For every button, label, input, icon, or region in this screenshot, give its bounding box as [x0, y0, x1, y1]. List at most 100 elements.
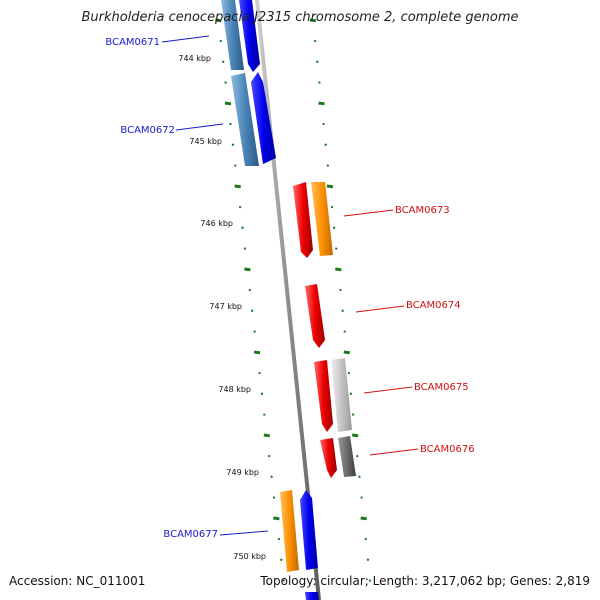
gene-label-bcam0675[interactable]: BCAM0675: [414, 382, 469, 393]
gene-bcam0674[interactable]: [305, 284, 325, 348]
leader-bcam0672: [175, 123, 224, 131]
gene-bcam0671-b[interactable]: [239, 0, 260, 72]
inner-tick-marks: [215, 18, 285, 582]
gene-bcam0677-blue[interactable]: [300, 490, 318, 570]
gene-features: [221, 0, 356, 600]
map-title: Burkholderia cenocepacia J2315 chromosom…: [81, 10, 519, 25]
outer-tick-9: [330, 205, 334, 209]
inner-tick-21: [267, 454, 271, 458]
inner-tick-11: [243, 247, 247, 250]
inner-tick-8: [234, 184, 241, 189]
scale-label-745: 745 kbp: [189, 137, 222, 146]
outer-tick-8: [326, 184, 334, 189]
gene-partial-bottom[interactable]: [305, 592, 319, 600]
outer-tick-3: [318, 81, 321, 84]
label-leaders: [161, 35, 419, 536]
inner-tick-4: [224, 101, 232, 106]
gene-bcam0675-gray[interactable]: [331, 358, 352, 432]
outer-tick-17: [347, 371, 351, 375]
leader-bcam0677: [219, 530, 269, 536]
gene-label-group: BCAM0671 BCAM0672 BCAM0673 BCAM0674 BCAM…: [105, 37, 474, 540]
outer-tick-4: [318, 101, 325, 106]
leader-bcam0671: [161, 35, 210, 43]
inner-tick-24: [273, 516, 280, 521]
accession-text: Accession: NC_011001: [9, 574, 146, 588]
inner-tick-26: [280, 558, 283, 561]
outer-tick-24: [360, 516, 367, 521]
scale-label-744: 744 kbp: [178, 54, 211, 63]
inner-tick-7: [234, 164, 237, 167]
inner-tick-9: [238, 205, 242, 209]
gene-label-bcam0673[interactable]: BCAM0673: [395, 205, 450, 216]
inner-tick-14: [250, 309, 254, 312]
outer-tick-12: [335, 267, 342, 272]
inner-tick-17: [258, 371, 261, 375]
leader-bcam0674: [355, 305, 405, 313]
gene-bcam0672-a[interactable]: [231, 73, 259, 166]
outer-tick-20: [352, 433, 359, 438]
gene-label-bcam0671[interactable]: BCAM0671: [105, 37, 160, 48]
outer-tick-1: [313, 39, 317, 43]
inner-tick-20: [263, 433, 270, 438]
leader-bcam0673: [343, 209, 394, 217]
inner-tick-16: [253, 350, 261, 355]
inner-tick-6: [231, 143, 235, 146]
gene-label-bcam0674[interactable]: BCAM0674: [406, 300, 461, 311]
gene-label-bcam0677[interactable]: BCAM0677: [163, 529, 218, 540]
outer-tick-7: [326, 164, 330, 167]
inner-tick-27: [282, 579, 285, 582]
gene-label-bcam0672[interactable]: BCAM0672: [120, 125, 175, 136]
inner-tick-23: [272, 496, 276, 499]
outer-tick-11: [334, 247, 338, 250]
outer-tick-10: [332, 226, 336, 229]
outer-tick-13: [339, 288, 342, 292]
outer-tick-18: [349, 392, 353, 395]
gene-label-bcam0676[interactable]: BCAM0676: [420, 444, 475, 455]
inner-tick-15: [253, 330, 256, 333]
outer-tick-16: [343, 350, 350, 355]
inner-tick-2: [221, 60, 225, 63]
gene-bcam0676-gray[interactable]: [338, 436, 356, 477]
inner-tick-5: [229, 122, 232, 126]
inner-tick-19: [263, 413, 266, 416]
topology-text: Topology: circular; Length: 3,217,062 bp…: [260, 574, 590, 588]
outer-tick-22: [358, 475, 361, 478]
outer-tick-15: [343, 330, 346, 333]
inner-tick-10: [241, 226, 244, 229]
scale-label-747: 747 kbp: [209, 302, 242, 311]
outer-tick-marks: [309, 18, 372, 582]
inner-tick-25: [277, 537, 281, 541]
outer-tick-26: [366, 558, 370, 561]
outer-tick-19: [351, 413, 355, 416]
outer-tick-23: [360, 496, 363, 499]
gene-bcam0676-red[interactable]: [320, 438, 337, 478]
inner-tick-1: [219, 39, 223, 43]
outer-tick-6: [324, 143, 327, 146]
outer-tick-25: [364, 537, 368, 541]
leader-bcam0675: [363, 386, 413, 394]
scale-label-748: 748 kbp: [218, 385, 251, 394]
scale-label-group: 744 kbp 745 kbp 746 kbp 747 kbp 748 kbp …: [178, 54, 266, 561]
inner-tick-0: [215, 18, 222, 23]
gene-bcam0673-red[interactable]: [293, 182, 313, 258]
gene-bcam0671-a[interactable]: [221, 0, 244, 70]
outer-tick-5: [322, 122, 325, 126]
gene-bcam0677-orange[interactable]: [280, 490, 299, 572]
scale-label-750: 750 kbp: [233, 552, 266, 561]
outer-tick-0: [309, 18, 317, 23]
outer-tick-14: [341, 309, 344, 312]
outer-tick-27: [368, 579, 372, 582]
gene-bcam0672-b[interactable]: [251, 72, 276, 164]
gene-bcam0675-red[interactable]: [314, 360, 333, 432]
inner-tick-18: [260, 392, 264, 395]
outer-tick-21: [356, 454, 359, 458]
inner-tick-22: [270, 475, 273, 478]
inner-tick-3: [224, 81, 227, 84]
leader-bcam0676: [369, 448, 419, 456]
inner-tick-12: [244, 267, 251, 272]
inner-tick-13: [248, 288, 252, 292]
gene-bcam0673-orange[interactable]: [311, 182, 333, 256]
scale-label-749: 749 kbp: [226, 468, 259, 477]
outer-tick-2: [316, 60, 319, 63]
